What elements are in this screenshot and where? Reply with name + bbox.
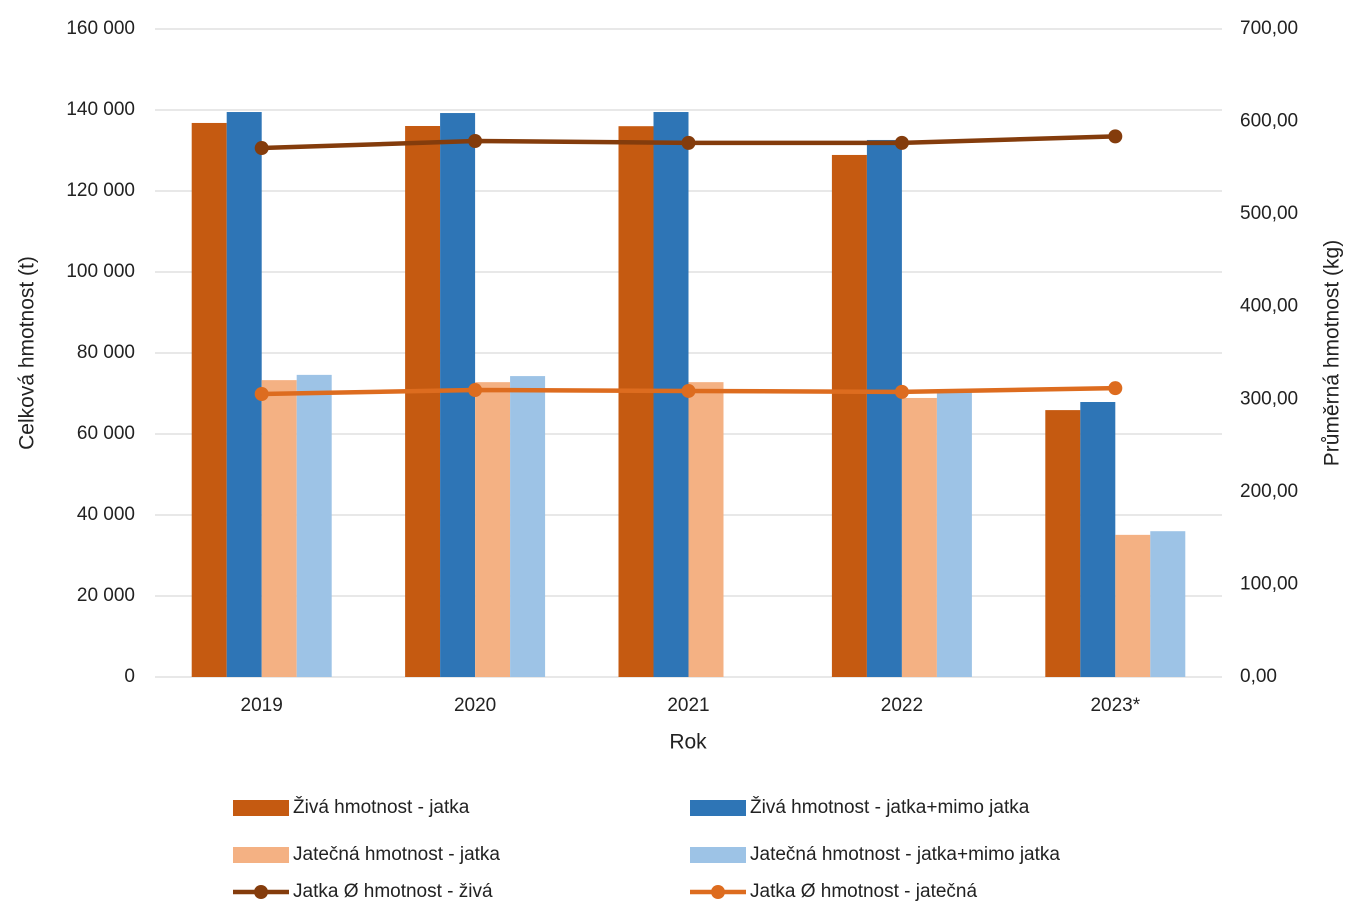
y2-tick-label: 200,00	[1240, 481, 1298, 502]
y-tick-label: 80 000	[77, 342, 135, 363]
legend-swatch	[254, 885, 268, 899]
legend-label: Živá hmotnost - jatka	[293, 796, 470, 818]
line-marker	[681, 135, 696, 150]
y-tick-label: 100 000	[66, 261, 135, 282]
line-marker	[1108, 129, 1123, 144]
bar	[261, 380, 297, 677]
y-tick-label: 140 000	[66, 99, 135, 120]
y2-tick-label: 600,00	[1240, 111, 1298, 132]
y2-tick-label: 500,00	[1240, 203, 1298, 224]
legend-swatch	[690, 847, 746, 863]
x-tick-label: 2023*	[1090, 695, 1140, 716]
bar	[405, 125, 441, 677]
bar	[1045, 410, 1081, 677]
bar	[866, 139, 902, 678]
legend-label: Jatečná hmotnost - jatka+mimo jatka	[750, 844, 1060, 865]
line-marker	[468, 134, 483, 149]
y2-tick-label: 100,00	[1240, 573, 1298, 594]
bar	[901, 397, 937, 677]
bar	[191, 122, 227, 677]
y-tick-label: 20 000	[77, 585, 135, 606]
x-tick-label: 2021	[667, 695, 709, 716]
legend-label: Jatečná hmotnost - jatka	[293, 844, 500, 865]
line-marker	[254, 141, 269, 156]
bar	[440, 113, 476, 678]
bar	[1115, 534, 1151, 677]
legend-label: Jatka Ø hmotnost - jatečná	[750, 881, 977, 902]
line-marker	[681, 383, 696, 398]
y2-tick-label: 0,00	[1240, 666, 1277, 687]
legend-swatch	[711, 885, 725, 899]
y-tick-label: 160 000	[66, 18, 135, 39]
y-axis-title: Celková hmotnost (t)	[16, 256, 39, 450]
y-tick-label: 40 000	[77, 504, 135, 525]
y-tick-label: 120 000	[66, 180, 135, 201]
y2-tick-label: 300,00	[1240, 388, 1298, 409]
x-tick-label: 2019	[241, 695, 283, 716]
line-marker	[1108, 381, 1123, 396]
legend-swatch	[233, 800, 289, 816]
y2-tick-label: 700,00	[1240, 18, 1298, 39]
legend-swatch	[233, 847, 289, 863]
bar	[510, 376, 546, 677]
bar	[1150, 531, 1186, 677]
bar	[936, 392, 972, 677]
x-tick-label: 2022	[881, 695, 923, 716]
y-tick-label: 60 000	[77, 423, 135, 444]
x-tick-label: 2020	[454, 695, 496, 716]
bar	[296, 374, 332, 677]
line-marker	[254, 387, 269, 402]
x-axis-title: Rok	[669, 731, 707, 754]
bar	[831, 154, 867, 677]
y2-axis-title: Průměrná hmotnost (kg)	[1321, 240, 1344, 466]
bar	[618, 126, 654, 677]
line-marker	[894, 384, 909, 399]
legend-swatch	[690, 800, 746, 816]
y2-tick-label: 400,00	[1240, 296, 1298, 317]
line-marker	[894, 135, 909, 150]
legend-label: Jatka Ø hmotnost - živá	[293, 881, 493, 902]
y-tick-label: 0	[124, 666, 135, 687]
line-marker	[468, 383, 483, 398]
legend-label: Živá hmotnost - jatka+mimo jatka	[750, 796, 1030, 818]
bar	[688, 382, 724, 677]
bar	[1080, 402, 1116, 677]
bar	[475, 382, 511, 677]
